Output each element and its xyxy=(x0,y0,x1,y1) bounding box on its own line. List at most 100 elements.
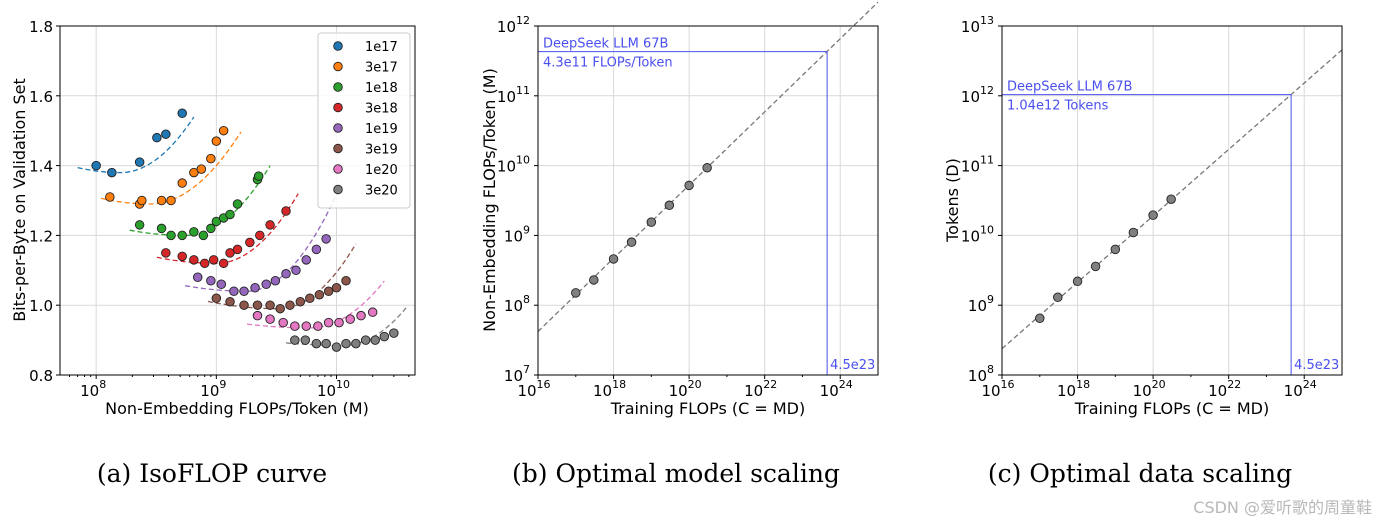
legend-label: 3e20 xyxy=(365,184,398,199)
data-point xyxy=(608,254,619,264)
data-point xyxy=(189,227,199,237)
legend-marker xyxy=(333,41,343,51)
data-point xyxy=(252,300,263,310)
data-point xyxy=(646,217,657,227)
data-point xyxy=(389,328,399,338)
data-point xyxy=(341,338,351,349)
x-tick-labels: 1016 1018 1020 1022 1024 xyxy=(517,375,853,400)
data-point xyxy=(626,237,637,247)
data-point xyxy=(134,157,145,167)
data-points xyxy=(91,108,399,352)
fit-curve xyxy=(129,165,271,237)
caption-a: (a) IsoFLOP curve xyxy=(97,459,327,488)
y-tick-label: 1.2 xyxy=(29,227,53,245)
x-axis-label: Training FLOPs (C = MD) xyxy=(610,399,806,418)
data-point xyxy=(331,342,342,352)
model-scaling-chart: 1016 1018 1020 1022 1024 1071081091010101110… xyxy=(480,1,879,488)
y-tick-label: 1011 xyxy=(497,84,530,106)
y-tick-label: 1012 xyxy=(497,14,530,36)
data-point xyxy=(290,321,300,331)
legend-label: 1e17 xyxy=(365,40,398,55)
annotation-value: 1.04e12 Tokens xyxy=(1007,99,1109,114)
data-point xyxy=(211,293,222,303)
data-point xyxy=(177,230,187,241)
y-tick-label: 1.4 xyxy=(29,158,53,176)
data-point xyxy=(367,307,378,317)
data-point xyxy=(137,195,147,206)
y-tick-label: 109 xyxy=(968,293,994,315)
data-point xyxy=(311,244,322,255)
fit-curve xyxy=(77,116,195,174)
data-point xyxy=(341,276,351,286)
y-tick-label: 1.0 xyxy=(29,297,53,315)
data-point xyxy=(152,132,162,143)
data-point xyxy=(571,288,581,298)
y-tick-label: 1013 xyxy=(961,14,994,36)
isoflop-chart: 108 109 1010 0.8 1.0 1.2 1.4 1.6 1.8 Non-Embedd… xyxy=(10,18,416,488)
data-point xyxy=(177,178,187,188)
data-point xyxy=(1128,227,1139,238)
x-tick-label: 1022 xyxy=(1208,378,1241,400)
y-tick-label: 109 xyxy=(504,223,530,245)
data-point xyxy=(218,258,229,269)
data-point xyxy=(311,338,322,349)
data-point xyxy=(275,303,285,314)
data-point xyxy=(91,160,101,171)
data-point xyxy=(216,279,227,290)
caption-c: (c) Optimal data scaling xyxy=(988,459,1292,488)
data-point xyxy=(177,251,187,262)
data-point xyxy=(334,317,344,328)
data-point xyxy=(321,338,331,349)
data-point xyxy=(156,223,167,234)
data-point xyxy=(265,314,275,324)
data-point xyxy=(291,265,301,276)
annotation-flops: 4.5e23 xyxy=(1294,358,1339,373)
data-point xyxy=(290,335,300,345)
data-point xyxy=(295,296,306,307)
data-point xyxy=(1035,313,1045,324)
x-tick-labels: 108 109 1010 xyxy=(69,375,410,400)
legend: 1e17 3e17 1e18 3e18 1e19 3e19 1e20 3e20 xyxy=(317,32,411,209)
data-point xyxy=(156,195,167,206)
y-tick-label: 108 xyxy=(504,293,530,315)
legend-marker xyxy=(333,184,343,195)
x-tick-label: 1022 xyxy=(744,378,777,400)
data-point xyxy=(323,317,334,328)
data-point xyxy=(166,195,176,206)
data-point xyxy=(232,244,243,255)
y-tick-labels: 0.8 1.0 1.2 1.4 1.6 1.8 xyxy=(29,18,60,385)
watermark: CSDN @爱听歌的周童鞋 xyxy=(1193,498,1372,517)
caption-b: (b) Optimal model scaling xyxy=(512,459,840,488)
data-point xyxy=(206,223,216,234)
data-point xyxy=(1053,292,1063,302)
data-point xyxy=(206,276,216,286)
target-lines xyxy=(538,51,828,375)
data-point xyxy=(370,335,380,345)
data-point xyxy=(161,129,171,139)
data-point xyxy=(245,237,255,248)
legend-marker xyxy=(333,82,343,92)
data-point xyxy=(261,279,271,290)
data-point xyxy=(589,275,599,285)
legend-marker xyxy=(333,164,343,174)
x-tick-labels: 1016 1018 1020 1022 1024 xyxy=(981,375,1317,400)
data-point xyxy=(105,192,115,202)
data-point xyxy=(198,230,209,241)
data-point xyxy=(1148,210,1158,220)
data-point xyxy=(314,289,325,300)
data-point xyxy=(300,335,311,345)
data-point xyxy=(323,286,334,296)
data-point xyxy=(206,153,216,164)
plot-frame xyxy=(59,25,416,376)
data-point xyxy=(265,300,275,310)
x-tick-label: 1010 xyxy=(317,378,350,400)
data-point xyxy=(107,167,117,178)
y-tick-label: 1.8 xyxy=(29,18,53,36)
x-tick-label: 109 xyxy=(200,378,226,400)
data-point xyxy=(301,321,311,331)
data-point xyxy=(199,258,210,269)
x-tick-label: 1018 xyxy=(1057,378,1090,400)
legend-marker xyxy=(333,61,343,72)
annotation-flops: 4.5e23 xyxy=(830,358,875,373)
